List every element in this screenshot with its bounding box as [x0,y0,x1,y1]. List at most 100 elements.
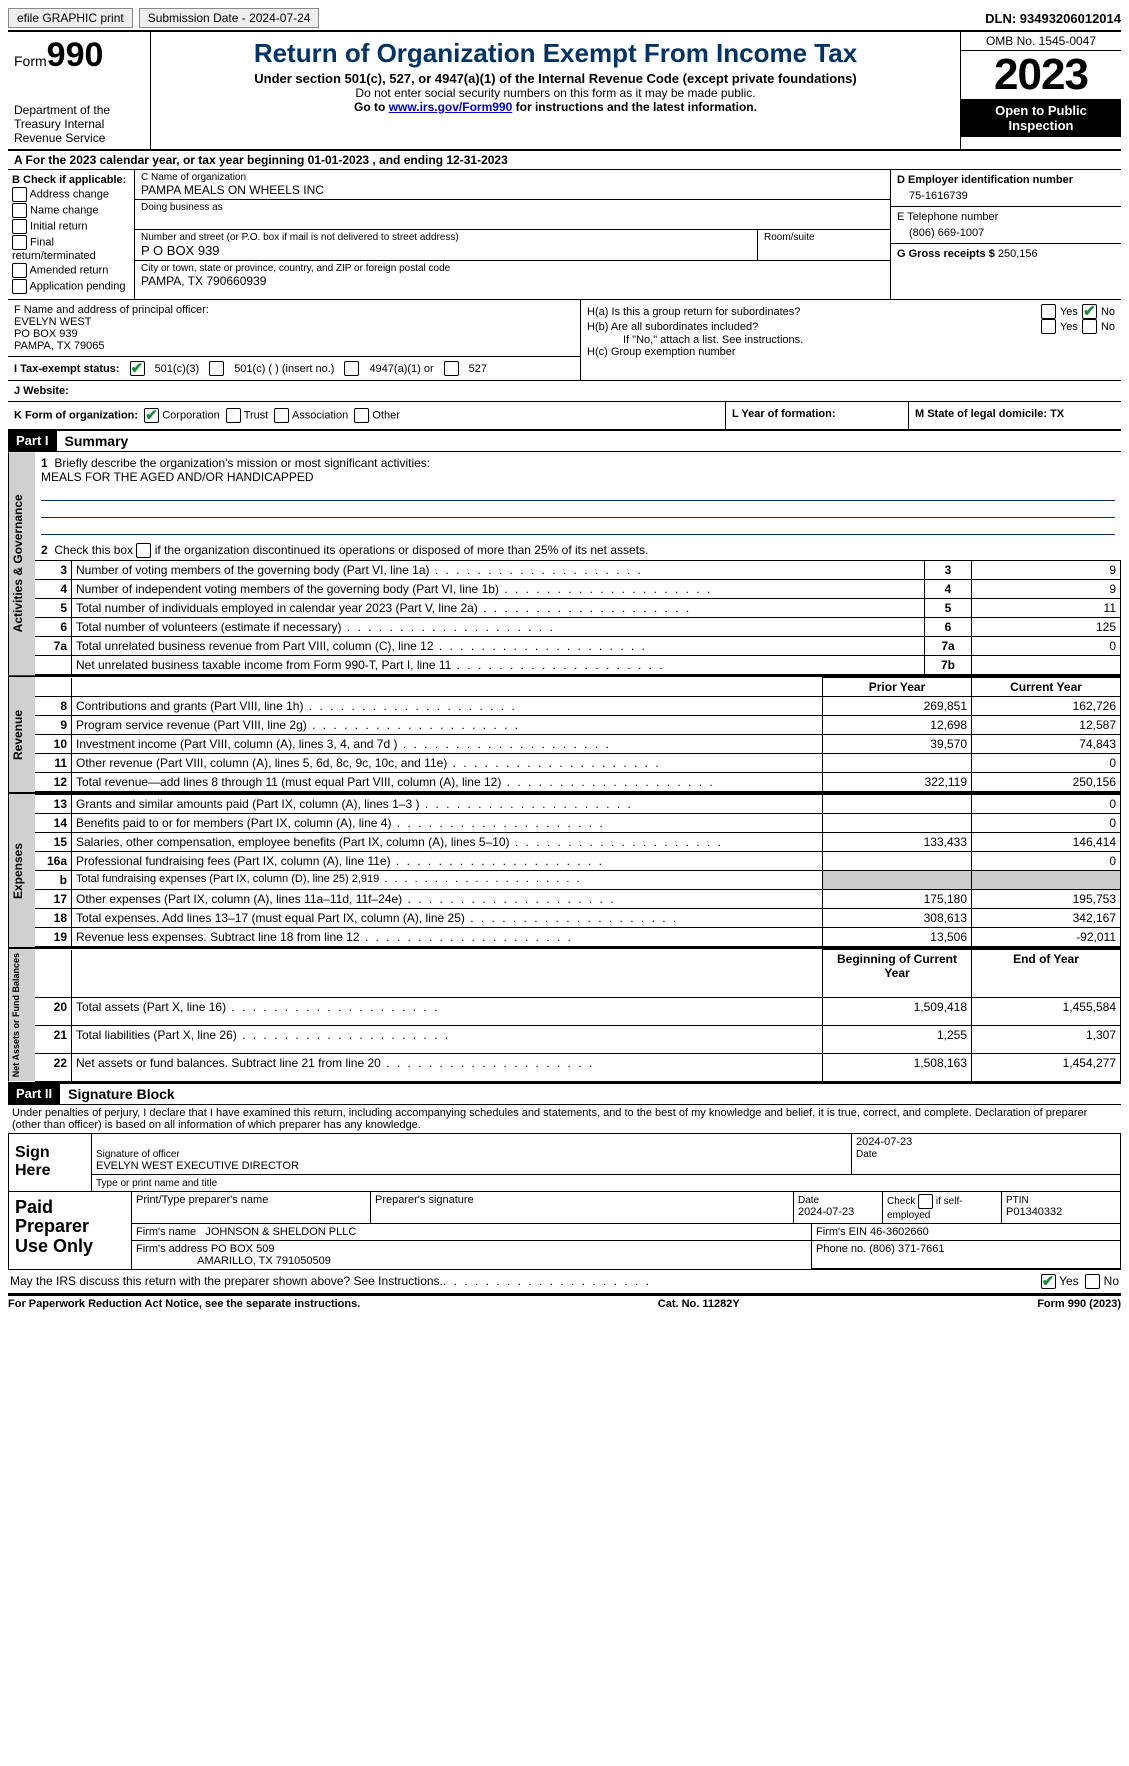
city-label: City or town, state or province, country… [141,263,884,274]
colb-item[interactable]: Final return/terminated [12,235,130,262]
colb-item[interactable]: Initial return [12,219,130,234]
colb-item[interactable]: Name change [12,203,130,218]
sign-here-label: Sign Here [9,1134,92,1191]
efile-print-button[interactable]: efile GRAPHIC print [8,8,133,28]
chk-527[interactable] [444,361,459,376]
chk-ha-yes[interactable] [1041,304,1056,319]
preparer-section: Paid Preparer Use Only Print/Type prepar… [8,1192,1121,1270]
chk-other[interactable] [354,408,369,423]
form-subtitle: Under section 501(c), 527, or 4947(a)(1)… [159,71,952,86]
entity-grid: B Check if applicable: Address change Na… [8,170,1121,300]
prep-name-label: Print/Type preparer's name [132,1192,371,1223]
city-value: PAMPA, TX 790660939 [141,274,884,288]
form-title: Return of Organization Exempt From Incom… [159,38,952,69]
chk-discuss-yes[interactable] [1041,1274,1056,1289]
part2-header: Part II Signature Block [8,1084,1121,1105]
ein-label: D Employer identification number [897,174,1115,186]
part1-header: Part I Summary [8,431,1121,452]
footer-mid: Cat. No. 11282Y [658,1298,740,1310]
hc-label: H(c) Group exemption number [587,346,1115,358]
vtab-expenses: Expenses [8,794,35,947]
chk-hb-yes[interactable] [1041,319,1056,334]
firm-ein: 46-3602660 [870,1226,929,1238]
name-label: C Name of organization [141,172,884,183]
preparer-label: Paid Preparer Use Only [9,1192,132,1269]
colb-item[interactable]: Address change [12,187,130,202]
firm-addr: PO BOX 509 [211,1243,275,1255]
state-domicile: M State of legal domicile: TX [915,408,1064,420]
chk-assoc[interactable] [274,408,289,423]
row-a-taxyear: A For the 2023 calendar year, or tax yea… [8,151,1121,170]
chk-discuss-no[interactable] [1085,1274,1100,1289]
chk-selfemp[interactable] [918,1194,933,1209]
gross-value: 250,156 [998,248,1038,260]
vtab-netassets: Net Assets or Fund Balances [8,949,35,1081]
hb-note: If "No," attach a list. See instructions… [587,334,1115,346]
col-b-checkboxes: B Check if applicable: Address change Na… [8,170,135,299]
chk-ha-no[interactable] [1082,304,1097,319]
omb-number: OMB No. 1545-0047 [961,32,1121,51]
topbar: efile GRAPHIC print Submission Date - 20… [8,8,1121,32]
footer-right: Form 990 (2023) [1037,1298,1121,1310]
penalties-text: Under penalties of perjury, I declare th… [8,1105,1121,1134]
ha-label: H(a) Is this a group return for subordin… [587,306,1037,318]
vtab-revenue: Revenue [8,677,35,792]
public-inspection: Open to Public Inspection [961,99,1121,137]
officer-addr1: PO BOX 939 [14,328,574,340]
officer-label: F Name and address of principal officer: [14,304,574,316]
discuss-question: May the IRS discuss this return with the… [10,1274,443,1288]
colb-item[interactable]: Amended return [12,263,130,278]
street-value: P O BOX 939 [141,243,751,258]
chk-4947[interactable] [344,361,359,376]
officer-name: EVELYN WEST [14,316,574,328]
year-formation: L Year of formation: [732,408,836,420]
prep-sig-label: Preparer's signature [371,1192,794,1223]
irs-link[interactable]: www.irs.gov/Form990 [389,100,513,114]
dln-label: DLN: 93493206012014 [985,11,1121,26]
type-name-label: Type or print name and title [96,1178,217,1189]
col-b-header: B Check if applicable: [12,174,130,186]
submission-date-button[interactable]: Submission Date - 2024-07-24 [139,8,320,28]
chk-501c3[interactable] [130,361,145,376]
chk-trust[interactable] [226,408,241,423]
formorg-label: K Form of organization: [14,409,138,421]
footer-left: For Paperwork Reduction Act Notice, see … [8,1298,360,1310]
footer: For Paperwork Reduction Act Notice, see … [8,1295,1121,1310]
ptin-value: P01340332 [1006,1206,1062,1218]
tax-year: 2023 [961,51,1121,99]
prep-date: 2024-07-23 [798,1206,854,1218]
website-label: J Website: [14,385,69,397]
ssn-note: Do not enter social security numbers on … [159,86,952,100]
street-label: Number and street (or P.O. box if mail i… [141,232,751,243]
phone-label: E Telephone number [897,211,1115,223]
sign-here-section: Sign Here Signature of officerEVELYN WES… [8,1134,1121,1192]
phone-value: (806) 669-1007 [897,223,1115,239]
mission-label: Briefly describe the organization's miss… [54,456,430,470]
tax-exempt-label: I Tax-exempt status: [14,363,120,375]
form-header: Form990 Department of the Treasury Inter… [8,32,1121,151]
sig-officer-label: Signature of officer [96,1149,180,1160]
mission-value: MEALS FOR THE AGED AND/OR HANDICAPPED [41,470,314,484]
sig-officer-name: EVELYN WEST EXECUTIVE DIRECTOR [96,1160,299,1172]
vtab-governance: Activities & Governance [8,452,35,675]
chk-discontinued[interactable] [136,543,151,558]
chk-corp[interactable] [144,408,159,423]
firm-phone: (806) 371-7661 [869,1243,944,1255]
goto-suffix: for instructions and the latest informat… [516,100,757,114]
goto-prefix: Go to [354,100,389,114]
row-fh: F Name and address of principal officer:… [8,300,1121,381]
ein-value: 75-1616739 [897,186,1115,202]
firm-name: JOHNSON & SHELDON PLLC [205,1226,356,1238]
row-klm: K Form of organization: Corporation Trus… [8,402,1121,431]
chk-hb-no[interactable] [1082,319,1097,334]
gross-label: G Gross receipts $ [897,248,995,260]
sig-date: 2024-07-23 [856,1136,912,1148]
officer-addr2: PAMPA, TX 79065 [14,340,574,352]
org-name: PAMPA MEALS ON WHEELS INC [141,183,884,197]
room-label: Room/suite [764,232,884,243]
dept-label: Department of the Treasury Internal Reve… [14,103,144,145]
dba-label: Doing business as [141,202,884,213]
chk-501c[interactable] [209,361,224,376]
colb-item[interactable]: Application pending [12,279,130,294]
row-j: J Website: [8,381,1121,402]
